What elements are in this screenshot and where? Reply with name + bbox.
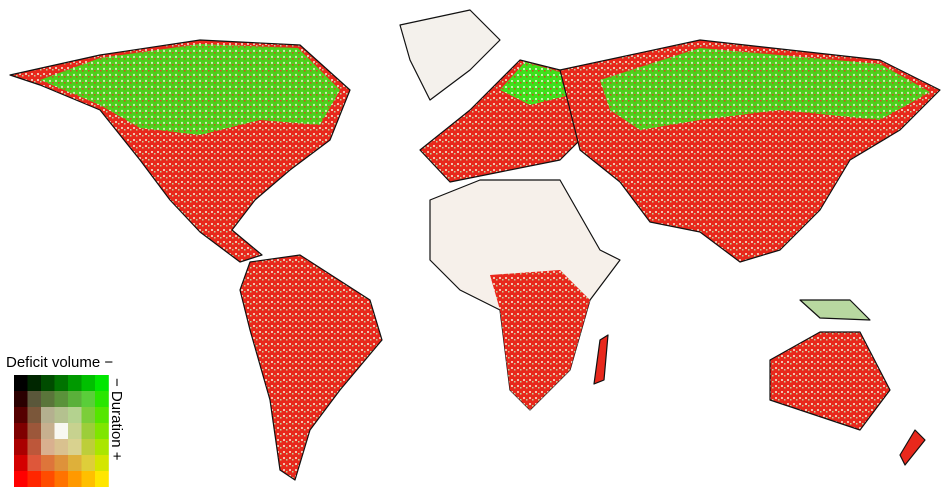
- australia: [769, 331, 891, 431]
- legend-cell: [27, 455, 42, 472]
- legend-cell: [95, 423, 109, 440]
- legend-cell: [54, 471, 69, 487]
- legend-cell: [27, 375, 42, 392]
- legend-cell: [41, 375, 55, 392]
- legend-cell: [14, 439, 28, 456]
- legend-cell: [95, 407, 109, 424]
- legend-y-label: − Duration +: [108, 378, 125, 461]
- legend-cell: [95, 391, 109, 408]
- legend-x-label: Deficit volume −: [6, 354, 113, 371]
- legend-cell: [54, 375, 69, 392]
- legend-cell: [27, 423, 42, 440]
- legend-cell: [14, 407, 28, 424]
- legend-cell: [81, 455, 96, 472]
- greenland: [399, 9, 501, 101]
- legend-cell: [54, 439, 69, 456]
- legend-cell: [27, 407, 42, 424]
- africa-south-red: [490, 270, 590, 410]
- scandinavia-green: [500, 62, 570, 105]
- new-guinea: [799, 299, 871, 321]
- legend-cell: [95, 375, 109, 392]
- madagascar: [593, 334, 609, 385]
- legend-cell: [41, 471, 55, 487]
- canada-green: [40, 44, 340, 135]
- legend-cell: [41, 391, 55, 408]
- new-zealand: [899, 429, 926, 466]
- south-america: [239, 254, 383, 481]
- legend-cell: [41, 407, 55, 424]
- legend-cell: [41, 423, 55, 440]
- legend-cell: [54, 423, 69, 440]
- legend-cell: [14, 391, 28, 408]
- legend-cell: [41, 455, 55, 472]
- legend-cell: [81, 391, 96, 408]
- legend-cell: [27, 391, 42, 408]
- legend-cell: [68, 423, 82, 440]
- legend-cell: [81, 423, 96, 440]
- legend-cell: [95, 439, 109, 456]
- continents: [9, 9, 941, 481]
- legend-cell: [54, 455, 69, 472]
- legend: [14, 375, 109, 487]
- legend-cell: [68, 407, 82, 424]
- legend-cell: [54, 407, 69, 424]
- legend-cell: [14, 471, 28, 487]
- legend-cell: [81, 407, 96, 424]
- legend-cell: [81, 439, 96, 456]
- legend-cell: [68, 439, 82, 456]
- legend-cell: [81, 471, 96, 487]
- legend-cell: [27, 471, 42, 487]
- legend-cell: [68, 471, 82, 487]
- legend-cell: [95, 455, 109, 472]
- legend-cell: [14, 455, 28, 472]
- legend-cell: [95, 471, 109, 487]
- legend-cell: [81, 375, 96, 392]
- siberia-green: [600, 48, 930, 130]
- legend-cell: [68, 375, 82, 392]
- legend-cell: [41, 439, 55, 456]
- legend-cell: [54, 391, 69, 408]
- legend-cell: [68, 455, 82, 472]
- legend-cell: [14, 423, 28, 440]
- legend-cell: [27, 439, 42, 456]
- legend-cell: [14, 375, 28, 392]
- legend-cell: [68, 391, 82, 408]
